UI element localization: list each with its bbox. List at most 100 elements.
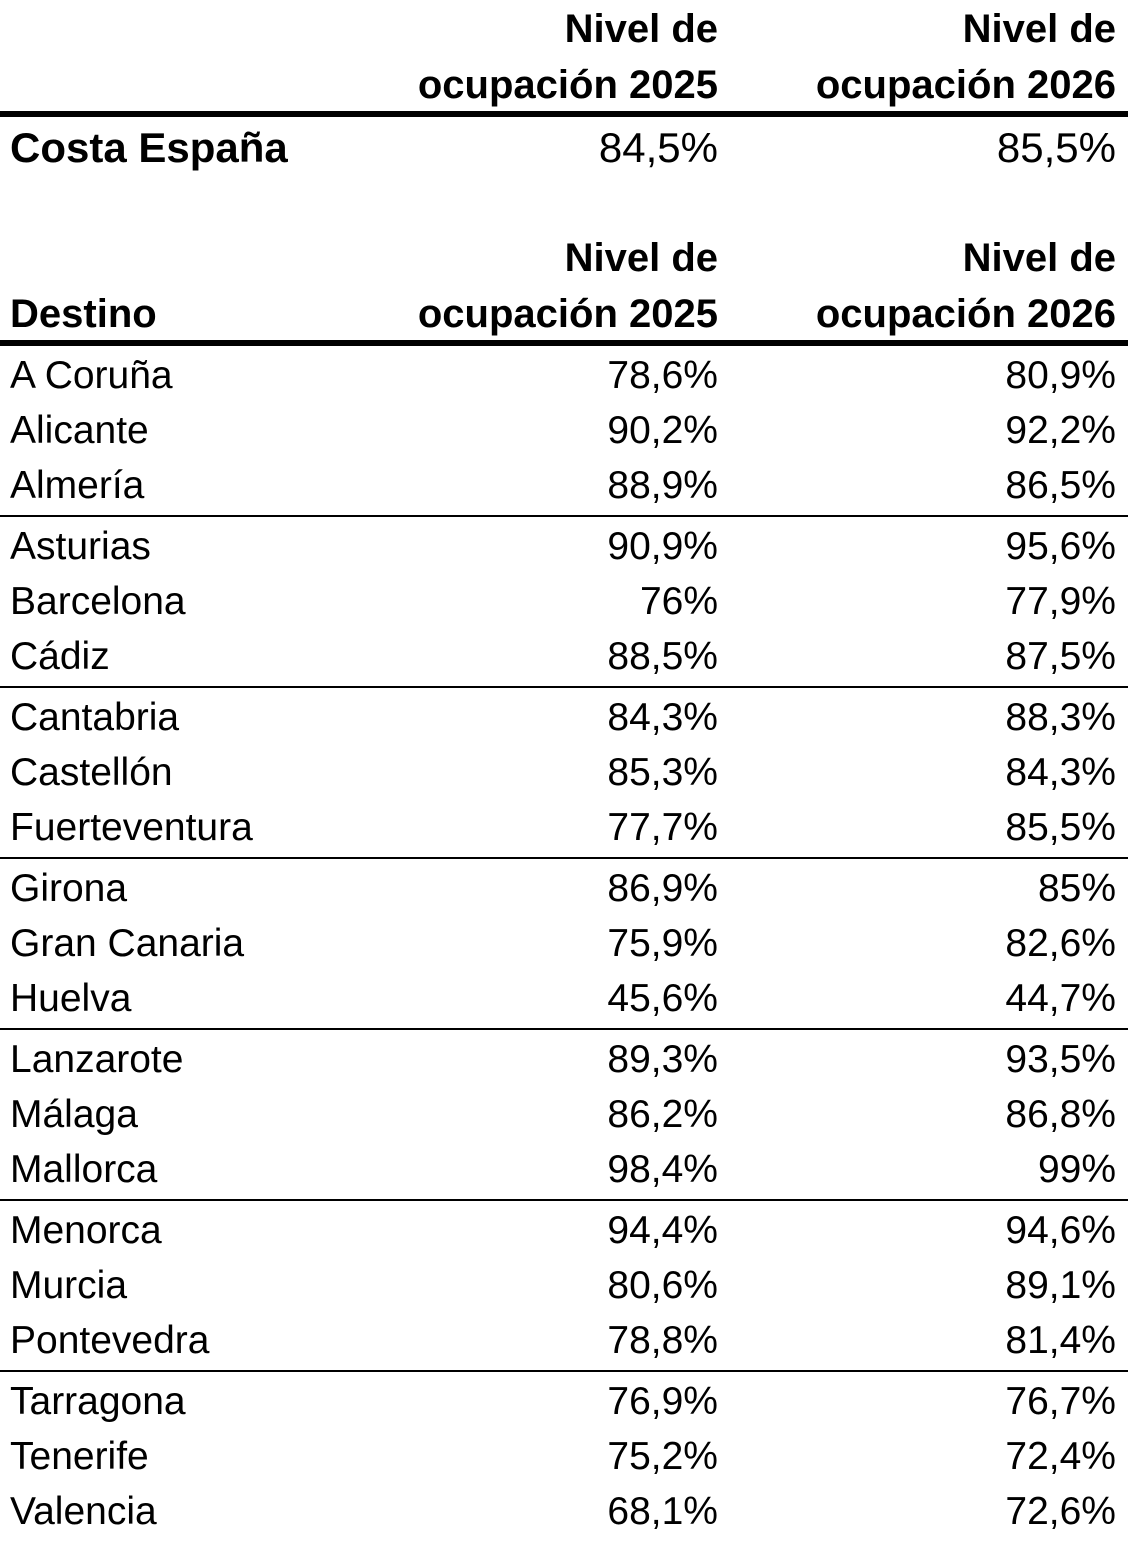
table-row: Málaga 86,2% 86,8% xyxy=(0,1087,1128,1142)
table-row: Gran Canaria 75,9% 82,6% xyxy=(0,916,1128,971)
occupancy-2025: 90,9% xyxy=(607,525,718,568)
occupancy-2026: 84,3% xyxy=(1005,751,1116,794)
occupancy-2025: 45,6% xyxy=(607,977,718,1020)
table-row: Huelva 45,6% 44,7% xyxy=(0,971,1128,1026)
destination-name: Alicante xyxy=(10,409,149,452)
table-row: Barcelona 76% 77,9% xyxy=(0,574,1128,629)
row-group: Lanzarote 89,3% 93,5% Málaga 86,2% 86,8% Mallo… xyxy=(0,1032,1128,1201)
row-group: Cantabria 84,3% 88,3% Castellón 85,3% 84,3% Fu… xyxy=(0,690,1128,859)
occupancy-2026: 77,9% xyxy=(1005,580,1116,623)
occupancy-2026: 82,6% xyxy=(1005,922,1116,965)
occupancy-2026: 95,6% xyxy=(1005,525,1116,568)
summary-label: Costa España xyxy=(10,124,288,171)
occupancy-2026: 87,5% xyxy=(1005,635,1116,678)
occupancy-2025: 86,9% xyxy=(607,867,718,910)
occupancy-2026: 99% xyxy=(1037,1148,1116,1191)
header-2026-line2: ocupación 2026 xyxy=(815,63,1116,107)
header-divider xyxy=(0,111,1128,117)
occupancy-2025: 80,6% xyxy=(607,1264,718,1307)
header-2025: Nivel de ocupación 2025 xyxy=(418,1,718,113)
table-header-2026-line2: ocupación 2026 xyxy=(815,292,1116,336)
table-row: Mallorca 98,4% 99% xyxy=(0,1142,1128,1197)
occupancy-2025: 84,3% xyxy=(607,696,718,739)
destination-name: Cádiz xyxy=(10,635,110,678)
table-row: Pontevedra 78,8% 81,4% xyxy=(0,1313,1128,1368)
destination-name: Castellón xyxy=(10,751,173,794)
occupancy-2026: 76,7% xyxy=(1005,1380,1116,1423)
table-header: Destino Nivel de ocupación 2025 Nivel de… xyxy=(0,230,1128,342)
destination-name: Málaga xyxy=(10,1093,138,1136)
table-row: Castellón 85,3% 84,3% xyxy=(0,745,1128,800)
occupancy-2026: 93,5% xyxy=(1005,1038,1116,1081)
destination-name: Menorca xyxy=(10,1209,162,1252)
table-header-2026-line1: Nivel de xyxy=(962,236,1116,280)
table-row: Tenerife 75,2% 72,4% xyxy=(0,1429,1128,1484)
occupancy-2026: 85,5% xyxy=(1005,806,1116,849)
occupancy-2026: 85% xyxy=(1037,867,1116,910)
occupancy-2025: 89,3% xyxy=(607,1038,718,1081)
occupancy-2025: 90,2% xyxy=(607,409,718,452)
table-header-2025: Nivel de ocupación 2025 xyxy=(418,230,718,342)
destination-name: Murcia xyxy=(10,1264,128,1307)
summary-row: Costa España 84,5% 85,5% xyxy=(0,118,1128,178)
header-2026: Nivel de ocupación 2026 xyxy=(816,1,1116,113)
occupancy-2025: 88,9% xyxy=(607,464,718,507)
table-row: Lanzarote 89,3% 93,5% xyxy=(0,1032,1128,1087)
table-row: Alicante 90,2% 92,2% xyxy=(0,403,1128,458)
destination-name: Barcelona xyxy=(10,580,186,623)
occupancy-2025: 68,1% xyxy=(607,1490,718,1533)
header-2026-line1: Nivel de xyxy=(962,7,1116,51)
table-row: Cantabria 84,3% 88,3% xyxy=(0,690,1128,745)
destination-name: Huelva xyxy=(10,977,132,1020)
table-row: A Coruña 78,6% 80,9% xyxy=(0,348,1128,403)
occupancy-2025: 78,8% xyxy=(607,1319,718,1362)
summary-header: Nivel de ocupación 2025 Nivel de ocupaci… xyxy=(0,0,1128,112)
destination-name: Fuerteventura xyxy=(10,806,253,849)
occupancy-2026: 94,6% xyxy=(1005,1209,1116,1252)
occupancy-2025: 76,9% xyxy=(607,1380,718,1423)
header-2025-line1: Nivel de xyxy=(564,7,718,51)
row-group: Asturias 90,9% 95,6% Barcelona 76% 77,9% Cádiz… xyxy=(0,519,1128,688)
table-row: Murcia 80,6% 89,1% xyxy=(0,1258,1128,1313)
destination-name: Gran Canaria xyxy=(10,922,245,965)
destination-name: Lanzarote xyxy=(10,1038,184,1081)
table-header-2026: Nivel de ocupación 2026 xyxy=(816,230,1116,342)
destination-table: A Coruña 78,6% 80,9% Alicante 90,2% 92,2% Alme… xyxy=(0,348,1128,1543)
occupancy-2026: 92,2% xyxy=(1005,409,1116,452)
occupancy-2026: 72,4% xyxy=(1005,1435,1116,1478)
table-row: Cádiz 88,5% 87,5% xyxy=(0,629,1128,684)
summary-2026: 85,5% xyxy=(996,124,1116,171)
table-row: Asturias 90,9% 95,6% xyxy=(0,519,1128,574)
occupancy-2026: 86,8% xyxy=(1005,1093,1116,1136)
occupancy-2025: 75,2% xyxy=(607,1435,718,1478)
table-header-2025-line1: Nivel de xyxy=(564,236,718,280)
occupancy-2025: 75,9% xyxy=(607,922,718,965)
destination-name: Pontevedra xyxy=(10,1319,210,1362)
summary-2025: 84,5% xyxy=(598,124,718,171)
occupancy-2026: 88,3% xyxy=(1005,696,1116,739)
destino-header: Destino xyxy=(10,292,157,336)
occupancy-2026: 89,1% xyxy=(1005,1264,1116,1307)
occupancy-2025: 88,5% xyxy=(607,635,718,678)
occupancy-2025: 77,7% xyxy=(607,806,718,849)
row-group: Tarragona 76,9% 76,7% Tenerife 75,2% 72,4% Val… xyxy=(0,1374,1128,1541)
table-row: Girona 86,9% 85% xyxy=(0,861,1128,916)
occupancy-2026: 44,7% xyxy=(1005,977,1116,1020)
occupancy-2026: 81,4% xyxy=(1005,1319,1116,1362)
destination-name: Almería xyxy=(10,464,145,507)
occupancy-2025: 98,4% xyxy=(607,1148,718,1191)
destination-name: Valencia xyxy=(10,1490,157,1533)
table-row: Almería 88,9% 86,5% xyxy=(0,458,1128,513)
occupancy-2026: 86,5% xyxy=(1005,464,1116,507)
table-row: Tarragona 76,9% 76,7% xyxy=(0,1374,1128,1429)
table-header-divider xyxy=(0,340,1128,346)
destination-name: Cantabria xyxy=(10,696,180,739)
destination-name: Girona xyxy=(10,867,128,910)
table-row: Menorca 94,4% 94,6% xyxy=(0,1203,1128,1258)
occupancy-2025: 78,6% xyxy=(607,354,718,397)
destination-name: Asturias xyxy=(10,525,151,568)
row-group: Girona 86,9% 85% Gran Canaria 75,9% 82,6% Huel… xyxy=(0,861,1128,1030)
occupancy-2025: 76% xyxy=(639,580,718,623)
occupancy-2026: 80,9% xyxy=(1005,354,1116,397)
destination-name: A Coruña xyxy=(10,354,173,397)
